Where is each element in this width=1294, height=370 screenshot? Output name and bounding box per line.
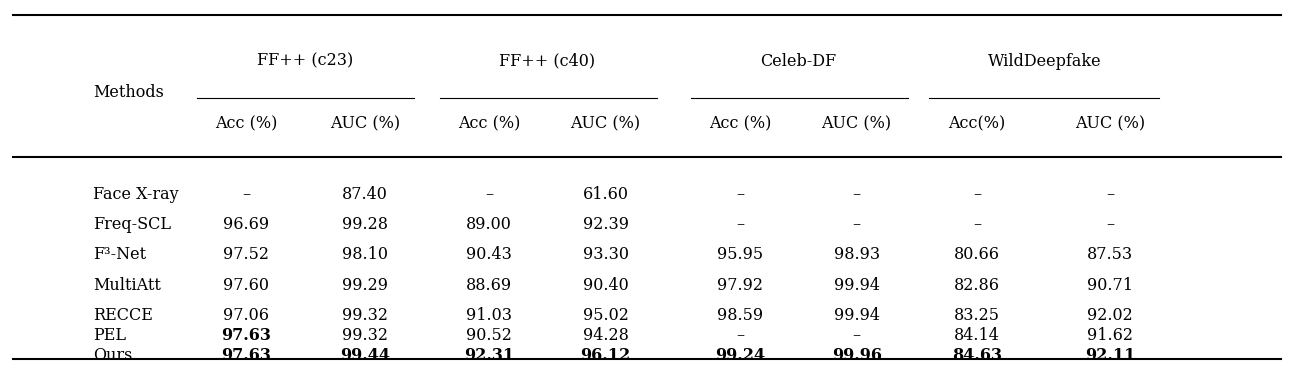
Text: 98.93: 98.93 bbox=[833, 246, 880, 263]
Text: Acc(%): Acc(%) bbox=[949, 115, 1005, 132]
Text: 87.40: 87.40 bbox=[342, 186, 388, 203]
Text: 97.52: 97.52 bbox=[223, 246, 269, 263]
Text: 91.62: 91.62 bbox=[1087, 327, 1134, 344]
Text: 90.71: 90.71 bbox=[1087, 277, 1134, 294]
Text: AUC (%): AUC (%) bbox=[822, 115, 892, 132]
Text: Methods: Methods bbox=[93, 84, 164, 101]
Text: –: – bbox=[853, 216, 861, 233]
Text: 99.94: 99.94 bbox=[833, 277, 880, 294]
Text: 88.69: 88.69 bbox=[466, 277, 512, 294]
Text: Acc (%): Acc (%) bbox=[458, 115, 520, 132]
Text: 80.66: 80.66 bbox=[954, 246, 1000, 263]
Text: 99.96: 99.96 bbox=[832, 347, 881, 364]
Text: 96.69: 96.69 bbox=[223, 216, 269, 233]
Text: 90.43: 90.43 bbox=[466, 246, 512, 263]
Text: Acc (%): Acc (%) bbox=[709, 115, 771, 132]
Text: RECCE: RECCE bbox=[93, 307, 153, 324]
Text: Face X-ray: Face X-ray bbox=[93, 186, 179, 203]
Text: 99.32: 99.32 bbox=[342, 307, 388, 324]
Text: AUC (%): AUC (%) bbox=[1075, 115, 1145, 132]
Text: 82.86: 82.86 bbox=[954, 277, 1000, 294]
Text: 90.52: 90.52 bbox=[466, 327, 512, 344]
Text: Freq-SCL: Freq-SCL bbox=[93, 216, 171, 233]
Text: 99.44: 99.44 bbox=[340, 347, 389, 364]
Text: –: – bbox=[485, 186, 493, 203]
Text: 89.00: 89.00 bbox=[466, 216, 512, 233]
Text: 99.32: 99.32 bbox=[342, 327, 388, 344]
Text: 99.29: 99.29 bbox=[342, 277, 388, 294]
Text: –: – bbox=[853, 186, 861, 203]
Text: 95.95: 95.95 bbox=[717, 246, 763, 263]
Text: 92.11: 92.11 bbox=[1086, 347, 1135, 364]
Text: 92.31: 92.31 bbox=[465, 347, 514, 364]
Text: –: – bbox=[736, 186, 744, 203]
Text: –: – bbox=[973, 216, 981, 233]
Text: Ours: Ours bbox=[93, 347, 132, 364]
Text: 92.39: 92.39 bbox=[582, 216, 629, 233]
Text: AUC (%): AUC (%) bbox=[571, 115, 641, 132]
Text: WildDeepfake: WildDeepfake bbox=[987, 53, 1101, 70]
Text: Acc (%): Acc (%) bbox=[215, 115, 277, 132]
Text: 87.53: 87.53 bbox=[1087, 246, 1134, 263]
Text: 92.02: 92.02 bbox=[1087, 307, 1134, 324]
Text: 91.03: 91.03 bbox=[466, 307, 512, 324]
Text: 97.63: 97.63 bbox=[221, 347, 270, 364]
Text: 99.24: 99.24 bbox=[716, 347, 765, 364]
Text: 97.60: 97.60 bbox=[223, 277, 269, 294]
Text: –: – bbox=[242, 186, 250, 203]
Text: 98.59: 98.59 bbox=[717, 307, 763, 324]
Text: 99.94: 99.94 bbox=[833, 307, 880, 324]
Text: 61.60: 61.60 bbox=[582, 186, 629, 203]
Text: 97.06: 97.06 bbox=[223, 307, 269, 324]
Text: –: – bbox=[736, 327, 744, 344]
Text: 97.63: 97.63 bbox=[221, 327, 270, 344]
Text: 83.25: 83.25 bbox=[954, 307, 1000, 324]
Text: 99.28: 99.28 bbox=[342, 216, 388, 233]
Text: 93.30: 93.30 bbox=[582, 246, 629, 263]
Text: 90.40: 90.40 bbox=[582, 277, 629, 294]
Text: 98.10: 98.10 bbox=[342, 246, 388, 263]
Text: –: – bbox=[1106, 186, 1114, 203]
Text: F³-Net: F³-Net bbox=[93, 246, 146, 263]
Text: 97.92: 97.92 bbox=[717, 277, 763, 294]
Text: –: – bbox=[736, 216, 744, 233]
Text: –: – bbox=[1106, 216, 1114, 233]
Text: PEL: PEL bbox=[93, 327, 127, 344]
Text: MultiAtt: MultiAtt bbox=[93, 277, 160, 294]
Text: 94.28: 94.28 bbox=[582, 327, 629, 344]
Text: FF++ (c40): FF++ (c40) bbox=[499, 53, 595, 70]
Text: 95.02: 95.02 bbox=[582, 307, 629, 324]
Text: 84.63: 84.63 bbox=[952, 347, 1002, 364]
Text: –: – bbox=[853, 327, 861, 344]
Text: –: – bbox=[973, 186, 981, 203]
Text: Celeb-DF: Celeb-DF bbox=[761, 53, 836, 70]
Text: FF++ (c23): FF++ (c23) bbox=[258, 53, 353, 70]
Text: 84.14: 84.14 bbox=[954, 327, 1000, 344]
Text: AUC (%): AUC (%) bbox=[330, 115, 400, 132]
Text: 96.12: 96.12 bbox=[581, 347, 630, 364]
